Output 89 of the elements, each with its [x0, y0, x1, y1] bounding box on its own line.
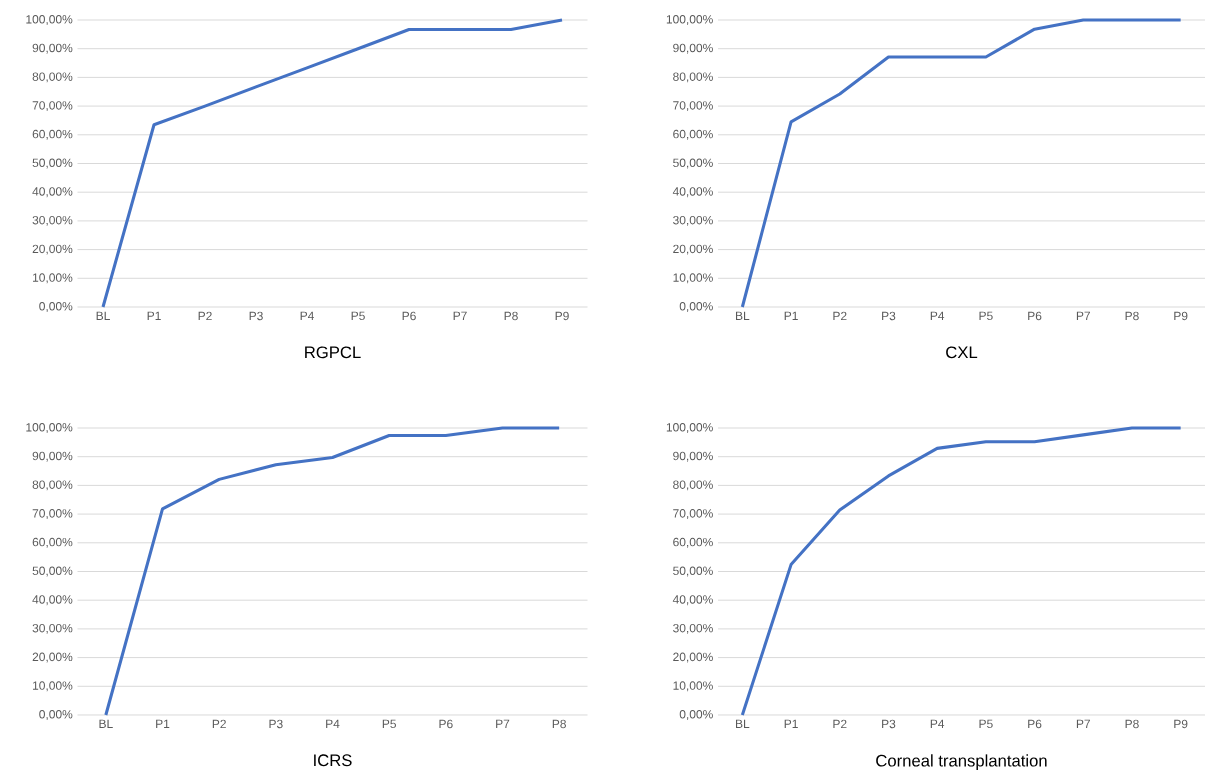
- x-tick-label: BL: [96, 311, 110, 320]
- y-tick-label: 100,00%: [26, 423, 73, 433]
- x-tick-label: P7: [453, 311, 467, 320]
- x-tick-label: P4: [300, 311, 314, 320]
- y-tick-label: 90,00%: [32, 451, 73, 462]
- x-tick-label: P5: [979, 719, 993, 729]
- y-tick-label: 70,00%: [673, 101, 713, 112]
- y-tick-label: 90,00%: [673, 451, 713, 462]
- y-tick-label: 40,00%: [32, 187, 73, 198]
- y-tick-label: 80,00%: [673, 480, 713, 491]
- y-tick-label: 50,00%: [32, 158, 73, 169]
- x-tick-label: P3: [882, 311, 896, 321]
- x-tick-label: P2: [198, 311, 212, 321]
- x-tick-label: P8: [1125, 719, 1139, 729]
- x-tick-label: P1: [147, 311, 161, 320]
- y-tick-label: 0,00%: [679, 710, 713, 720]
- y-tick-label: 30,00%: [32, 623, 73, 634]
- y-tick-label: 80,00%: [673, 72, 713, 83]
- x-tick-label: P9: [555, 311, 569, 321]
- line-series: [104, 426, 561, 717]
- x-tick-label: P1: [784, 311, 798, 320]
- text: CXL: [946, 346, 978, 359]
- y-tick-label: 10,00%: [673, 273, 713, 284]
- y-tick-label: 60,00%: [673, 537, 713, 548]
- x-tick-label: P5: [351, 311, 365, 321]
- y-tick-label: 30,00%: [673, 623, 713, 634]
- x-tick-label: P6: [1028, 719, 1042, 729]
- y-tick-label: 90,00%: [673, 43, 713, 54]
- y-tick-label: 100,00%: [666, 15, 713, 25]
- x-tick-label: P2: [833, 311, 847, 321]
- x-tick-label: P8: [552, 719, 566, 729]
- y-tick-label: 30,00%: [32, 215, 73, 226]
- x-tick-label: P9: [1174, 311, 1188, 321]
- text: RGPCL: [305, 346, 361, 359]
- y-tick-label: 50,00%: [673, 158, 713, 169]
- x-tick-label: P7: [1076, 311, 1090, 320]
- x-tick-label: P6: [439, 719, 453, 729]
- y-tick-label: 70,00%: [673, 509, 713, 520]
- x-tick-label: BL: [736, 311, 750, 320]
- x-tick-label: P9: [1174, 719, 1188, 729]
- x-tick-label: P5: [382, 719, 396, 729]
- y-tick-label: 10,00%: [33, 273, 73, 284]
- y-tick-label: 100,00%: [26, 15, 73, 25]
- line-series: [740, 426, 1183, 717]
- x-tick-label: BL: [736, 719, 750, 728]
- y-tick-label: 10,00%: [673, 681, 713, 692]
- y-tick-label: 70,00%: [32, 101, 73, 112]
- y-tick-label: 20,00%: [32, 652, 73, 663]
- x-tick-label: P5: [979, 311, 993, 321]
- y-tick-label: 0,00%: [679, 302, 713, 312]
- x-tick-label: P4: [326, 719, 340, 728]
- x-tick-label: P3: [882, 719, 896, 729]
- x-tick-label: P8: [1125, 311, 1139, 321]
- x-tick-label: P2: [833, 719, 847, 729]
- x-tick-label: P4: [930, 719, 945, 728]
- x-tick-label: P7: [496, 719, 510, 728]
- text: Corneal transplantation: [876, 754, 1047, 770]
- y-tick-label: 50,00%: [32, 566, 73, 577]
- y-tick-label: 60,00%: [32, 537, 73, 548]
- y-tick-label: 10,00%: [33, 681, 73, 692]
- y-tick-label: 40,00%: [32, 595, 73, 606]
- x-tick-label: P7: [1076, 719, 1090, 728]
- x-tick-label: P8: [504, 311, 518, 321]
- text: ICRS: [314, 754, 352, 767]
- x-tick-label: P2: [212, 719, 226, 729]
- y-tick-label: 20,00%: [673, 652, 713, 663]
- y-tick-label: 70,00%: [32, 509, 73, 520]
- y-tick-label: 20,00%: [673, 244, 713, 255]
- x-tick-label: P3: [249, 311, 263, 321]
- y-tick-label: 0,00%: [39, 302, 73, 312]
- x-tick-label: P6: [402, 311, 416, 321]
- y-tick-label: 50,00%: [673, 566, 713, 577]
- y-tick-label: 80,00%: [32, 72, 73, 83]
- y-tick-label: 30,00%: [673, 215, 713, 226]
- y-tick-label: 60,00%: [673, 129, 713, 140]
- y-tick-label: 20,00%: [32, 244, 73, 255]
- y-tick-label: 0,00%: [39, 710, 73, 720]
- y-tick-label: 40,00%: [672, 187, 713, 198]
- y-tick-label: 100,00%: [666, 423, 713, 433]
- x-tick-label: P6: [1028, 311, 1042, 321]
- y-tick-label: 80,00%: [32, 480, 73, 491]
- x-tick-label: P1: [156, 719, 170, 728]
- x-tick-label: P4: [930, 311, 945, 320]
- x-tick-label: P1: [784, 719, 798, 728]
- y-tick-label: 60,00%: [32, 129, 73, 140]
- x-tick-label: BL: [99, 719, 113, 728]
- y-tick-label: 40,00%: [672, 595, 713, 606]
- x-tick-label: P3: [269, 719, 283, 729]
- y-tick-label: 90,00%: [32, 43, 73, 54]
